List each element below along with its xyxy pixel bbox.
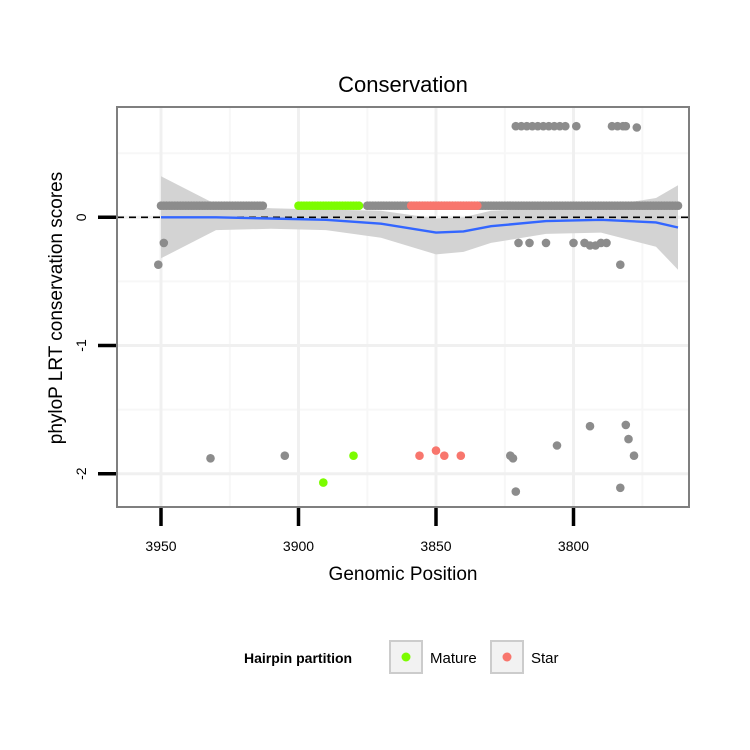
legend-mature-marker	[401, 652, 411, 662]
smooth-fit-line	[161, 216, 679, 234]
x-tick-label: 3900	[283, 538, 314, 554]
confidence-band-area	[161, 176, 678, 270]
point-star	[456, 451, 466, 461]
point-mature	[349, 451, 358, 461]
point-other	[514, 238, 523, 248]
point-mature	[319, 478, 328, 487]
legend-label-star: Star	[531, 650, 559, 667]
point-other	[363, 201, 372, 210]
point-other	[541, 238, 551, 248]
point-star	[415, 451, 424, 461]
x-axis-title: Genomic Position	[329, 564, 478, 585]
point-other	[616, 483, 625, 493]
point-other	[616, 260, 625, 270]
y-axis-title: phyloP LRT conservation scores	[46, 172, 67, 445]
point-other	[585, 421, 595, 431]
grid	[117, 107, 689, 507]
point-other	[508, 454, 518, 463]
point-other	[159, 238, 169, 248]
point-other	[569, 238, 578, 248]
point-mature	[294, 201, 303, 210]
y-tick-label: 0	[73, 213, 89, 221]
point-other	[621, 121, 631, 131]
point-other	[552, 441, 562, 450]
confidence-band	[161, 176, 678, 270]
point-star	[431, 446, 441, 455]
y-tick-label: -1	[73, 339, 89, 352]
point-other	[206, 454, 215, 463]
y-tick-label: -2	[73, 467, 89, 480]
point-other	[602, 238, 611, 248]
smooth-line-group	[161, 216, 679, 234]
point-star	[406, 201, 416, 210]
point-other	[621, 420, 631, 430]
point-other	[154, 260, 163, 270]
point-other	[632, 123, 642, 132]
point-other	[511, 487, 521, 496]
point-other	[572, 121, 581, 131]
point-star	[440, 451, 449, 461]
point-other	[280, 451, 290, 461]
point-other	[156, 201, 166, 210]
data-points	[154, 121, 683, 496]
x-tick-label: 3950	[145, 538, 176, 554]
y-axis: 0 -1 -2	[73, 213, 116, 480]
panel-border	[116, 106, 690, 508]
legend-label-mature: Mature	[430, 650, 477, 667]
x-tick-label: 3850	[420, 538, 451, 554]
point-other	[525, 238, 534, 248]
legend: Hairpin partition Mature Star	[244, 640, 559, 674]
point-other	[629, 451, 639, 461]
x-tick-label: 3800	[558, 538, 589, 554]
point-other	[624, 434, 633, 444]
chart-title: Conservation	[338, 72, 468, 97]
x-axis: 3950 3900 3850 3800	[145, 508, 589, 554]
point-other	[561, 121, 570, 131]
legend-title: Hairpin partition	[244, 650, 352, 666]
legend-star-marker	[502, 652, 512, 662]
